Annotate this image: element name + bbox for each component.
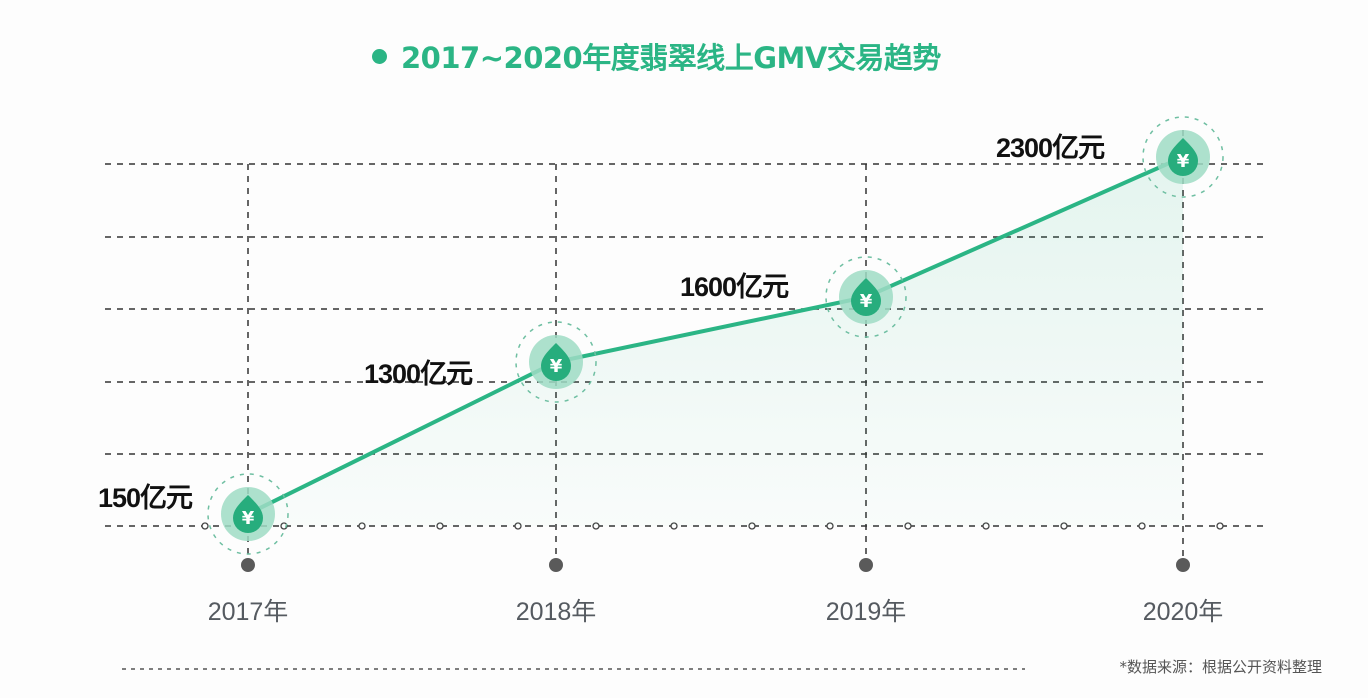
chart-title-text: 2017~2020年度翡翠线上GMV交易趋势	[401, 41, 941, 75]
series-line	[247, 155, 1184, 516]
x-label-2018: 2018年	[515, 598, 597, 626]
x-label-2019: 2019年	[825, 598, 907, 626]
data-label-2017: 150亿元	[98, 483, 193, 513]
area-fill	[248, 157, 1183, 526]
chart-title: 2017~2020年度翡翠线上GMV交易趋势	[372, 36, 941, 76]
title-bullet-icon	[372, 48, 387, 64]
x-label-2017: 2017年	[207, 598, 289, 626]
axis-dots	[241, 558, 1190, 572]
data-label-2019: 1600亿元	[680, 272, 789, 302]
x-label-2020: 2020年	[1142, 598, 1224, 626]
source-note: *数据来源：根据公开资料整理	[1119, 658, 1322, 676]
data-label-2018: 1300亿元	[364, 359, 473, 389]
data-label-2020: 2300亿元	[996, 133, 1105, 163]
